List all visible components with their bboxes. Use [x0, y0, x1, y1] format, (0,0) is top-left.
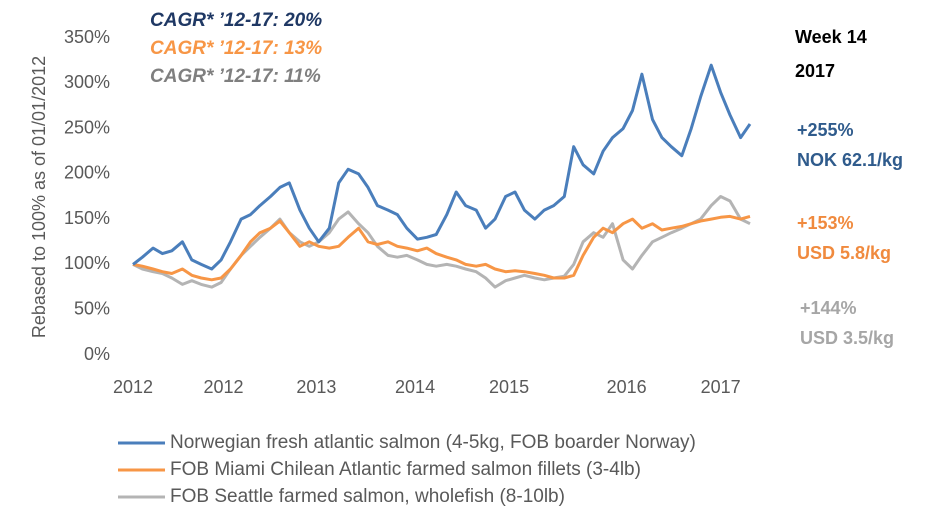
y-tick-label: 200%: [64, 163, 110, 183]
y-tick-label: 50%: [74, 298, 110, 318]
series-line: [132, 63, 752, 271]
y-tick-label: 0%: [84, 344, 110, 364]
y-axis-label: Rebased to 100% as of 01/01/2012: [29, 56, 49, 338]
cagr-annotation: CAGR* ’12-17: 11%: [150, 66, 321, 87]
side-annotation: +144%: [800, 298, 857, 318]
y-tick-label: 100%: [64, 253, 110, 273]
x-tick-label: 2015: [489, 377, 529, 397]
side-annotation: USD 5.8/kg: [797, 243, 891, 263]
series-line: [132, 214, 751, 282]
x-tick-label: 2012: [113, 377, 153, 397]
side-annotation: +255%: [797, 120, 854, 140]
x-tick-label: 2016: [607, 377, 647, 397]
legend-label: FOB Miami Chilean Atlantic farmed salmon…: [170, 459, 641, 480]
cagr-annotation: CAGR* ’12-17: 13%: [150, 38, 322, 59]
side-annotation: Week 14: [795, 27, 867, 47]
y-tick-label: 350%: [64, 27, 110, 47]
side-annotation: +153%: [797, 213, 854, 233]
x-tick-label: 2013: [296, 377, 336, 397]
legend-label: Norwegian fresh atlantic salmon (4-5kg, …: [170, 432, 696, 453]
cagr-annotation: CAGR* ’12-17: 20%: [150, 10, 322, 31]
y-tick-label: 300%: [64, 72, 110, 92]
y-tick-label: 150%: [64, 208, 110, 228]
side-annotation: USD 3.5/kg: [800, 328, 894, 348]
side-annotation: NOK 62.1/kg: [797, 150, 903, 170]
y-tick-label: 250%: [64, 117, 110, 137]
x-tick-label: 2017: [701, 377, 741, 397]
legend-label: FOB Seattle farmed salmon, wholefish (8-…: [170, 486, 565, 507]
side-annotation: 2017: [795, 61, 835, 81]
x-tick-label: 2014: [395, 377, 435, 397]
x-tick-label: 2012: [203, 377, 243, 397]
